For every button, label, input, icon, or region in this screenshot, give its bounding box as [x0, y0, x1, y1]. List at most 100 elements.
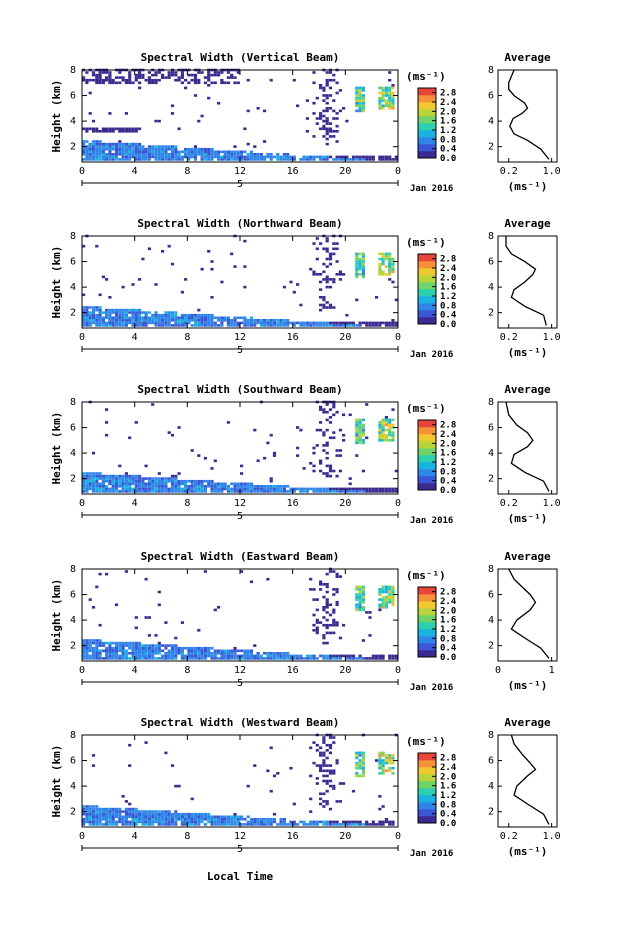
heatmap-cell	[144, 741, 148, 744]
heatmap-cell	[190, 155, 194, 159]
profile-line	[505, 401, 550, 492]
heatmap-cell	[378, 86, 382, 90]
heatmap-cell	[98, 78, 102, 82]
heatmap-cell	[98, 145, 102, 148]
heatmap-cell	[325, 572, 329, 576]
heatmap-cell	[384, 265, 388, 268]
heatmap-cell	[292, 820, 296, 824]
heatmap-cell	[131, 477, 135, 480]
heatmap-cell	[95, 639, 99, 642]
heatmap-cell	[174, 482, 178, 486]
heatmap-cell	[128, 319, 132, 322]
y-tick-label: 8	[70, 564, 76, 575]
profile-frame	[497, 69, 558, 163]
heatmap-cell	[138, 71, 142, 74]
heatmap-cell	[388, 252, 392, 256]
heatmap-cell	[88, 127, 92, 131]
heatmap-cell	[114, 485, 119, 488]
heatmap-cell	[124, 479, 128, 483]
heatmap-cell	[355, 96, 359, 100]
heatmap-cell	[332, 487, 336, 491]
heatmap-cell	[355, 101, 359, 105]
heatmap-cell	[210, 319, 214, 322]
heatmap-cell	[230, 319, 234, 322]
colorbar-segment	[418, 116, 436, 124]
heatmap-cell	[128, 490, 132, 493]
heatmap-cell	[128, 150, 132, 154]
heatmap-cell	[266, 769, 270, 773]
heatmap-cell	[82, 308, 86, 312]
heatmap-cell	[121, 145, 125, 148]
heatmap-cell	[322, 324, 326, 327]
heatmap-cell	[312, 588, 316, 591]
heatmap-cell	[325, 654, 329, 658]
heatmap-cell	[187, 487, 191, 491]
heatmap-cell	[381, 588, 385, 591]
heatmap-cell	[95, 477, 99, 480]
heatmap-cell	[381, 257, 385, 261]
heatmap-cell	[82, 474, 86, 478]
heatmap-cell	[338, 428, 342, 432]
heatmap-cell	[381, 418, 385, 422]
heatmap-cell	[98, 130, 102, 133]
heatmap-cell	[325, 78, 329, 82]
heatmap-cell	[210, 158, 214, 161]
heatmap-cell	[358, 606, 362, 609]
heatmap-cell	[121, 487, 125, 491]
heatmap-cell	[157, 641, 161, 645]
heatmap-cell	[82, 78, 86, 82]
heatmap-cell	[167, 153, 171, 156]
heatmap-cell	[154, 812, 158, 816]
heatmap-cell	[375, 321, 379, 325]
heatmap-cell	[355, 260, 359, 263]
heatmap-cell	[164, 145, 168, 148]
heatmap-cell	[161, 319, 165, 322]
heatmap-cell	[259, 823, 263, 826]
heatmap-cell	[358, 657, 362, 660]
heatmap-cell	[325, 590, 329, 594]
heatmap-cell	[391, 423, 395, 427]
heatmap-cell	[217, 485, 221, 488]
heatmap-cell	[98, 623, 102, 627]
heatmap-cell	[391, 595, 395, 599]
heatmap-cell	[174, 646, 178, 650]
heatmap-cell	[88, 324, 92, 327]
heatmap-cell	[95, 81, 99, 85]
heatmap-cell	[365, 321, 369, 325]
heatmap-cell	[361, 598, 365, 601]
heatmap-cell	[114, 311, 119, 314]
heatmap-cell	[118, 308, 122, 312]
heatmap-cell	[325, 631, 329, 635]
heatmap-cell	[121, 810, 125, 813]
heatmap-cell	[190, 485, 194, 488]
heatmap-cell	[164, 654, 168, 658]
heatmap-cell	[95, 646, 99, 650]
heatmap-cell	[223, 815, 227, 819]
heatmap-cell	[108, 112, 112, 115]
heatmap-cell	[128, 810, 132, 813]
heatmap-cell	[82, 319, 86, 322]
colorbar-tick-label: 2.0	[440, 107, 456, 117]
heatmap-cell	[315, 618, 319, 622]
heatmap-cell	[138, 649, 142, 653]
heatmap-cell	[170, 150, 175, 154]
heatmap-cell	[361, 608, 365, 612]
heatmap-cell	[82, 482, 86, 486]
heatmap-cell	[240, 155, 244, 159]
heatmap-cell	[233, 150, 237, 154]
heatmap-cell	[147, 479, 151, 483]
heatmap-cell	[174, 654, 178, 658]
heatmap-cell	[371, 321, 375, 325]
heatmap-cell	[101, 487, 105, 491]
heatmap-cell	[332, 73, 336, 77]
heatmap-cell	[355, 86, 359, 90]
heatmap-cell	[210, 820, 214, 824]
heatmap-cell	[187, 485, 191, 488]
colorbar-segment	[418, 476, 436, 484]
heatmap-cell	[114, 147, 119, 151]
heatmap-cell	[246, 109, 250, 113]
heatmap-cell	[312, 741, 316, 744]
heatmap-cell	[98, 293, 102, 297]
heatmap-cell	[325, 101, 329, 105]
heatmap-cell	[289, 654, 293, 658]
